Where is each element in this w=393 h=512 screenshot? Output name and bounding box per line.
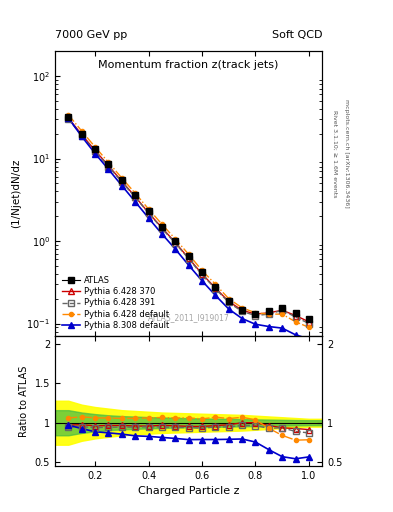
Legend: ATLAS, Pythia 6.428 370, Pythia 6.428 391, Pythia 6.428 default, Pythia 8.308 de: ATLAS, Pythia 6.428 370, Pythia 6.428 39…	[59, 274, 172, 332]
Text: mcplots.cern.ch [arXiv:1306.3436]: mcplots.cern.ch [arXiv:1306.3436]	[344, 99, 349, 208]
Y-axis label: Ratio to ATLAS: Ratio to ATLAS	[19, 366, 29, 437]
Text: Rivet 3.1.10; ≥ 1.6M events: Rivet 3.1.10; ≥ 1.6M events	[332, 110, 337, 197]
X-axis label: Charged Particle z: Charged Particle z	[138, 486, 239, 496]
Y-axis label: (1/Njet)dN/dz: (1/Njet)dN/dz	[11, 159, 21, 228]
Text: Soft QCD: Soft QCD	[272, 30, 322, 40]
Text: 7000 GeV pp: 7000 GeV pp	[55, 30, 127, 40]
Text: Momentum fraction z(track jets): Momentum fraction z(track jets)	[99, 60, 279, 70]
Text: ATLAS_2011_I919017: ATLAS_2011_I919017	[148, 313, 230, 322]
